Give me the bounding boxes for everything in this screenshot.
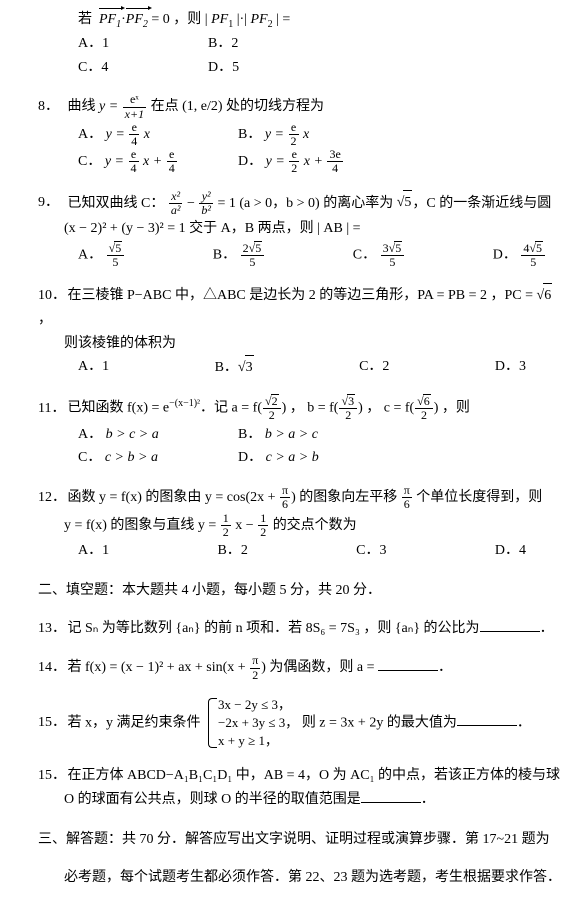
q-number: 11．	[38, 397, 64, 421]
q11: 11． 已知函数 f(x) = e−(x−1)²．记 a = f(22) ， b…	[38, 394, 566, 470]
q15b: 15． 在正方体 ABCD−A₁B₁C₁D₁ 中，AB = 4，O 为 AC₁ …	[38, 764, 566, 812]
q10: 10． 在三棱锥 P−ABC 中，△ABC 是边长为 2 的等边三角形，PA =…	[38, 283, 566, 380]
opt-d: D．5	[208, 56, 328, 80]
q10-options: A．1 B．3 C．2 D．3	[38, 355, 566, 380]
opt-c: C． 355	[353, 241, 405, 269]
q12-stem-1: 12． 函数 y = f(x) 的图象由 y = cos(2x + π6) 的图…	[38, 484, 566, 511]
opt-b: B． b > a > c	[238, 423, 388, 447]
section-3-heading-2: 必考题，每个试题考生都必须作答．第 22、23 题为选考题，考生根据要求作答．	[38, 866, 566, 890]
opt-b: B．3	[215, 355, 254, 380]
q-number: 9．	[38, 191, 64, 215]
q8: 8． 曲线 y = eˣx+1 在点 (1, e/2) 处的切线方程为 A． y…	[38, 93, 566, 175]
section-3-heading: 三、解答题：共 70 分．解答应写出文字说明、证明过程或演算步骤．第 17~21…	[38, 828, 566, 852]
q10-stem-1: 10． 在三棱锥 P−ABC 中，△ABC 是边长为 2 的等边三角形，PA =…	[38, 283, 566, 332]
opt-a: A．1	[78, 355, 109, 380]
q8-options-1: A． y = e4 x B． y = e2 x	[38, 121, 566, 148]
opt-d: D． c > a > b	[238, 446, 388, 470]
opt-a: A． b > c > a	[78, 423, 228, 447]
q11-options-2: C． c > b > a D． c > a > b	[38, 446, 566, 470]
opt-b: B． y = e2 x	[238, 121, 388, 148]
q-number: 15．	[38, 711, 64, 735]
opt-c: C．4	[78, 56, 198, 80]
q-number: 13．	[38, 617, 64, 641]
q11-stem: 11． 已知函数 f(x) = e−(x−1)²．记 a = f(22) ， b…	[38, 394, 566, 422]
q14: 14． 若 f(x) = (x − 1)² + ax + sin(x + π2)…	[38, 654, 566, 681]
answer-blank	[480, 617, 540, 632]
q9-options: A． 55 B． 255 C． 355 D． 455	[38, 241, 566, 269]
section-2-heading: 二、填空题：本大题共 4 小题，每小题 5 分，共 20 分．	[38, 579, 566, 603]
opt-b: B．2	[208, 32, 328, 56]
q9: 9． 已知双曲线 C： x²a² − y²b² = 1 (a > 0，b > 0…	[38, 190, 566, 270]
q7-options: A．1 B．2	[38, 32, 566, 56]
opt-a: A．1	[78, 539, 109, 563]
q15: 15． 若 x，y 满足约束条件 3x − 2y ≤ 3， −2x + 3y ≤…	[38, 696, 566, 751]
q-number: 8．	[38, 95, 64, 119]
q9-stem-1: 9． 已知双曲线 C： x²a² − y²b² = 1 (a > 0，b > 0…	[38, 190, 566, 217]
q12-options: A．1 B．2 C．3 D．4	[38, 539, 566, 563]
opt-d: D．4	[495, 539, 526, 563]
q7-tail: 若 PF1·PF2 = 0 ，则 | PF1 |·| PF2 | = A．1 B…	[38, 8, 566, 79]
q-number: 10．	[38, 284, 64, 308]
q12: 12． 函数 y = f(x) 的图象由 y = cos(2x + π6) 的图…	[38, 484, 566, 563]
q7-stem: 若 PF1·PF2 = 0 ，则 | PF1 |·| PF2 | =	[38, 8, 566, 32]
opt-b: B．2	[217, 539, 247, 563]
q12-stem-2: y = f(x) 的图象与直线 y = 12 x − 12 的交点个数为	[38, 512, 566, 539]
opt-c: C．2	[359, 355, 389, 380]
opt-c: C． y = e4 x + e4	[78, 148, 228, 175]
q8-stem: 8． 曲线 y = eˣx+1 在点 (1, e/2) 处的切线方程为	[38, 93, 566, 120]
q10-stem-2: 则该棱锥的体积为	[38, 332, 566, 356]
opt-d: D． y = e2 x + 3e4	[238, 148, 388, 175]
opt-a: A． 55	[78, 241, 125, 269]
opt-b: B． 255	[213, 241, 265, 269]
opt-c: C．3	[356, 539, 386, 563]
constraint-brace: 3x − 2y ≤ 3， −2x + 3y ≤ 3， x + y ≥ 1，	[204, 696, 298, 751]
q11-options-1: A． b > c > a B． b > a > c	[38, 423, 566, 447]
q8-options-2: C． y = e4 x + e4 D． y = e2 x + 3e4	[38, 148, 566, 175]
opt-a: A． y = e4 x	[78, 121, 228, 148]
opt-d: D． 455	[493, 241, 546, 269]
q7-options-2: C．4 D．5	[38, 56, 566, 80]
answer-blank	[457, 711, 517, 726]
q13: 13． 记 Sₙ 为等比数列 {aₙ} 的前 n 项和．若 8S₆ = 7S₃ …	[38, 617, 566, 641]
q-number: 12．	[38, 486, 64, 510]
q-number: 15．	[38, 764, 64, 788]
opt-d: D．3	[495, 355, 526, 380]
q9-stem-2: (x − 2)² + (y − 3)² = 1 交于 A，B 两点，则 | AB…	[38, 217, 566, 241]
answer-blank	[378, 656, 438, 671]
answer-blank	[361, 788, 421, 803]
opt-a: A．1	[78, 32, 198, 56]
opt-c: C． c > b > a	[78, 446, 228, 470]
exam-page: 若 PF1·PF2 = 0 ，则 | PF1 |·| PF2 | = A．1 B…	[0, 0, 586, 909]
q-number: 14．	[38, 656, 64, 680]
